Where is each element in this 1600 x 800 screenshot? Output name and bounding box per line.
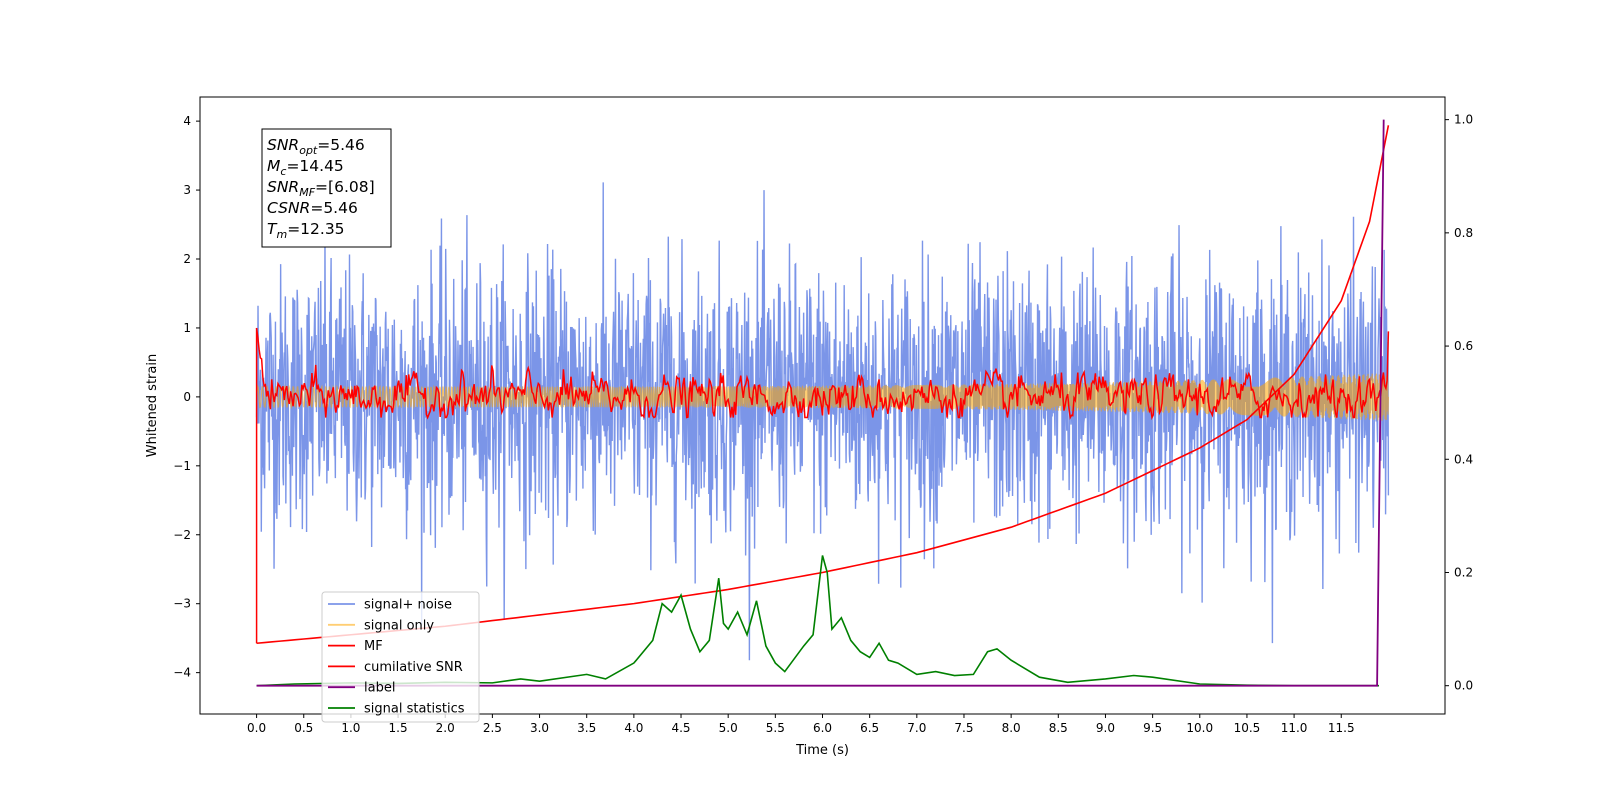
x-tick-label: 1.0 (341, 721, 360, 735)
x-tick-label: 9.5 (1143, 721, 1162, 735)
y-tick-label: 0 (183, 390, 191, 404)
x-tick-label: 8.5 (1049, 721, 1068, 735)
stats-value: =5.46 (310, 199, 358, 217)
legend-label: signal only (364, 618, 434, 633)
x-tick-label: 2.5 (483, 721, 502, 735)
series-signal-statistics (256, 555, 1379, 687)
y-axis-label: Whitened strain (145, 354, 160, 457)
x-tick-label: 5.5 (766, 721, 785, 735)
series-mf (255, 327, 1390, 421)
stats-line: CSNR=5.46 (267, 199, 358, 217)
x-tick-label: 2.0 (436, 721, 455, 735)
stats-value: =14.45 (286, 157, 343, 175)
x-tick-label: 11.5 (1328, 721, 1355, 735)
legend-label: signal statistics (364, 702, 465, 717)
x-axis: 0.0 0.5 1.0 1.5 2.0 2.5 3.0 3.5 4.0 4.5 5.0 5.5 6.0 6… (247, 714, 1355, 735)
legend-label: signal+ noise (364, 598, 452, 613)
legend-label: MF (364, 639, 383, 654)
y-tick-label: −3 (173, 597, 191, 611)
x-tick-label: 4.5 (671, 721, 690, 735)
stats-value: =[6.08] (315, 178, 375, 196)
stats-line: Mc=14.45 (267, 157, 344, 178)
stats-line: Tm=12.35 (267, 220, 345, 241)
stats-annotation-box: SNRopt=5.46Mc=14.45SNRMF=[6.08]CSNR=5.46… (261, 128, 392, 248)
y-axis-left: 4 3 2 1 0 −1 −2 −3 −4 (173, 114, 200, 680)
series-cumulative-snr (256, 125, 1390, 645)
x-tick-label: 7.0 (907, 721, 926, 735)
y2-tick-label: 1.0 (1454, 113, 1473, 127)
stats-symbol: CSNR (267, 199, 310, 217)
series-label (256, 119, 1385, 687)
y2-tick-label: 0.2 (1454, 565, 1473, 579)
stats-subscript: c (280, 165, 286, 178)
y2-tick-label: 0.6 (1454, 339, 1473, 353)
stats-subscript: MF (299, 186, 315, 199)
legend: signal+ noise signal only MF cumilative SNR… (321, 591, 480, 723)
series-signal-only (255, 372, 1390, 421)
stats-value: =12.35 (287, 220, 344, 238)
y-tick-label: 3 (183, 183, 191, 197)
stats-subscript: m (276, 228, 287, 241)
x-tick-label: 7.5 (954, 721, 973, 735)
legend-frame (321, 591, 480, 723)
stats-symbol: M (267, 157, 280, 175)
x-tick-label: 3.0 (530, 721, 549, 735)
plot-layer (255, 119, 1390, 687)
stats-value: =5.46 (317, 136, 365, 154)
y-tick-label: 4 (183, 114, 191, 128)
x-tick-label: 3.5 (577, 721, 596, 735)
y-tick-label: 1 (183, 321, 191, 335)
stats-box-frame (261, 128, 392, 248)
y-tick-label: 2 (183, 252, 191, 266)
x-tick-label: 6.0 (813, 721, 832, 735)
x-tick-label: 10.5 (1234, 721, 1261, 735)
x-tick-label: 1.5 (389, 721, 408, 735)
legend-label: cumilative SNR (364, 660, 463, 675)
x-tick-label: 8.0 (1002, 721, 1021, 735)
x-tick-label: 4.0 (624, 721, 643, 735)
stats-subscript: opt (299, 144, 318, 157)
legend-label: label (364, 681, 395, 696)
x-tick-label: 0.0 (247, 721, 266, 735)
y2-tick-label: 0.4 (1454, 452, 1473, 466)
stats-symbol: SNR (267, 136, 299, 154)
y2-tick-label: 0.0 (1454, 679, 1473, 693)
stats-line: SNRMF=[6.08] (267, 178, 375, 199)
x-axis-label: Time (s) (795, 743, 849, 758)
y-tick-label: −2 (173, 528, 191, 542)
y-axis-right: 1.0 0.8 0.6 0.4 0.2 0.0 (1445, 113, 1473, 693)
y-tick-label: −1 (173, 459, 191, 473)
x-tick-label: 10.0 (1186, 721, 1213, 735)
x-tick-label: 6.5 (860, 721, 879, 735)
stats-line: SNRopt=5.46 (267, 136, 365, 157)
x-tick-label: 5.0 (719, 721, 738, 735)
y-tick-label: −4 (173, 666, 191, 680)
x-tick-label: 11.0 (1281, 721, 1308, 735)
y2-tick-label: 0.8 (1454, 226, 1473, 240)
x-tick-label: 9.0 (1096, 721, 1115, 735)
stats-symbol: SNR (267, 178, 299, 196)
stats-symbol: T (267, 220, 278, 238)
series-signal-noise (255, 182, 1390, 661)
x-tick-label: 0.5 (294, 721, 313, 735)
